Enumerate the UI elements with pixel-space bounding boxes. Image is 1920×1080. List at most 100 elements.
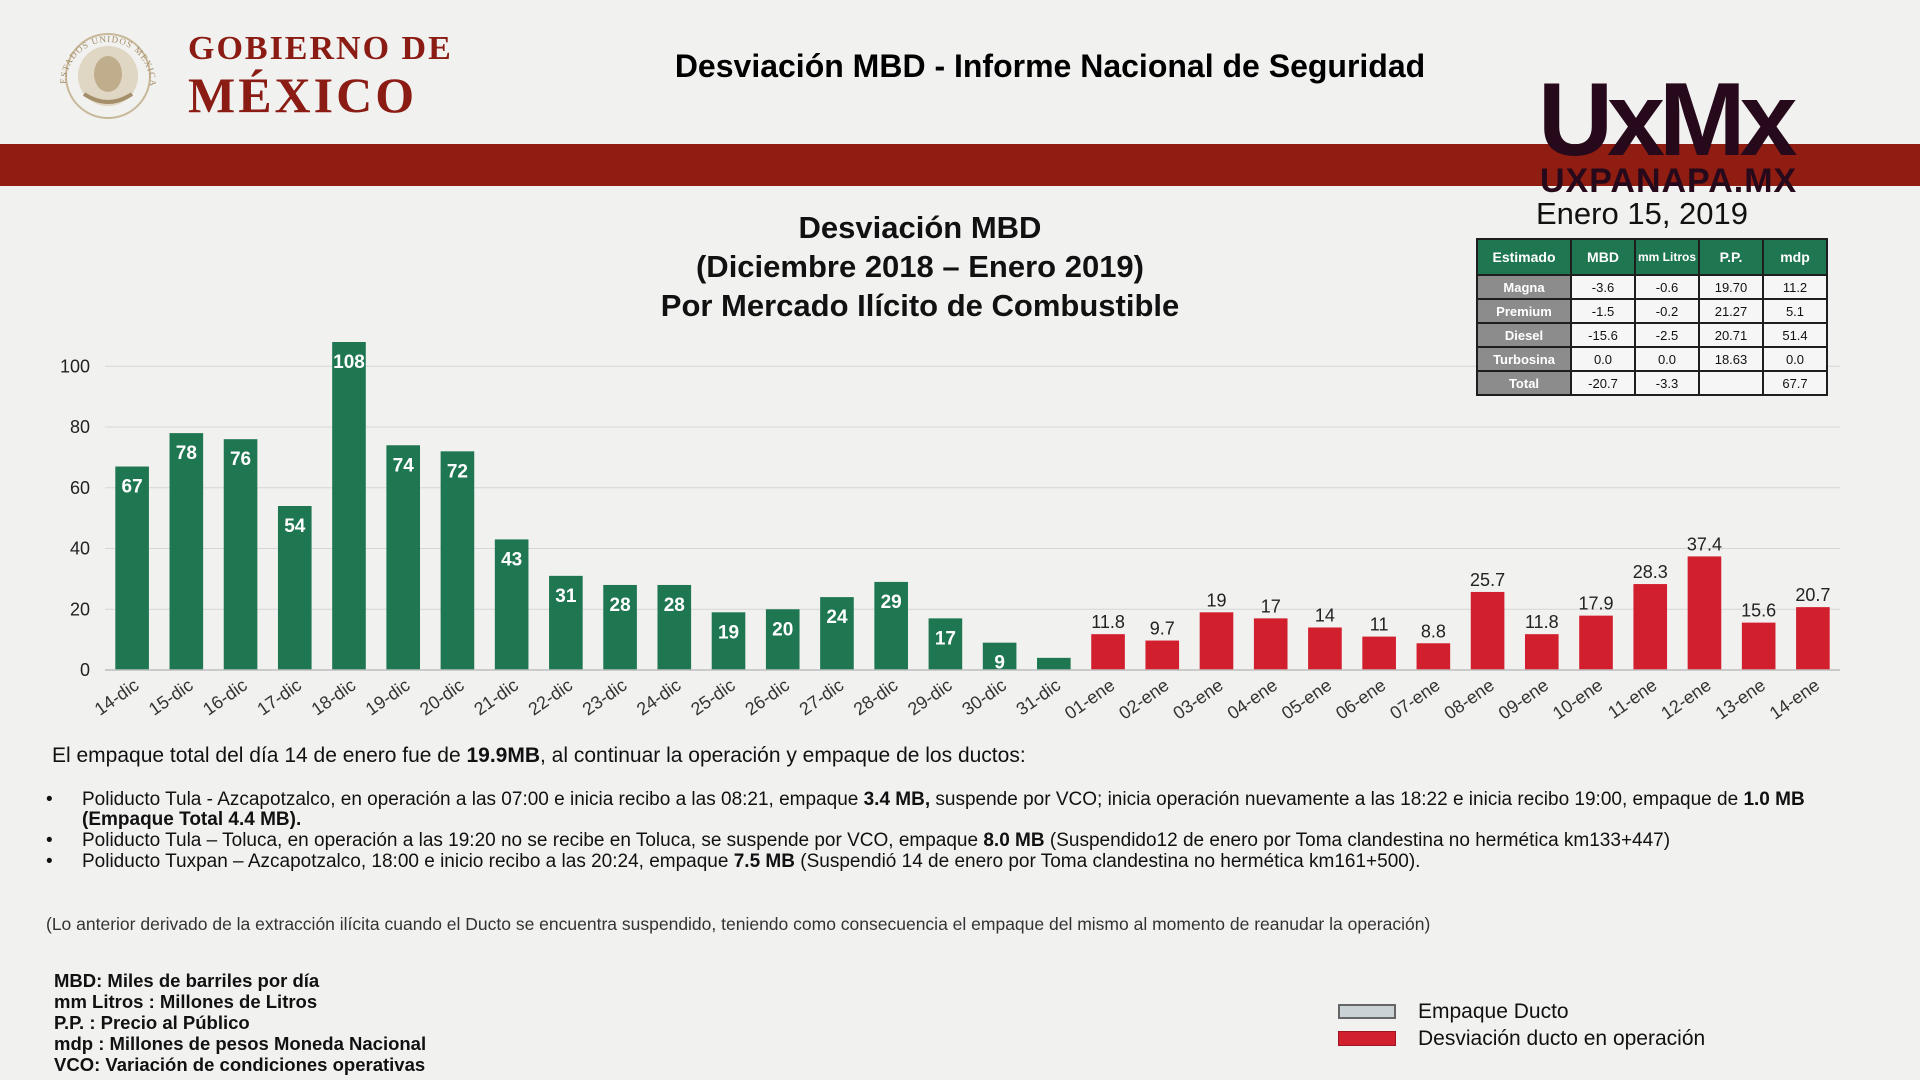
bar (1362, 636, 1396, 670)
glossary-item: P.P. : Precio al Público (54, 1012, 250, 1033)
bar (657, 584, 692, 670)
x-tick-label: 13-ene (1712, 675, 1769, 724)
bar (1416, 643, 1451, 670)
watermark-url: UXPANAPA.MX (1540, 162, 1798, 200)
legend-item: Desviación ducto en operación (1338, 1025, 1705, 1052)
bar (874, 581, 908, 670)
government-wordmark: GOBIERNO DE MÉXICO (188, 32, 453, 121)
x-tick-label: 07-ene (1386, 675, 1443, 724)
x-tick-label: 14-ene (1766, 675, 1823, 724)
data-label: 20 (772, 619, 793, 640)
pipeline-list: Poliducto Tula - Azcapotzalco, en operac… (44, 790, 1884, 873)
col-header-mm-litros: mm Litros (1634, 238, 1700, 276)
chart-legend: Empaque Ducto Desviación ducto en operac… (1338, 998, 1705, 1052)
table-cell: 11.2 (1762, 274, 1828, 300)
data-label: 17 (1261, 596, 1281, 616)
data-label: 9.7 (1150, 619, 1175, 639)
list-item: Poliducto Tuxpan – Azcapotzalco, 18:00 e… (44, 851, 1884, 873)
row-label: Total (1476, 370, 1572, 396)
data-label: 20.7 (1795, 585, 1830, 605)
x-tick-label: 29-dic (904, 675, 956, 720)
x-tick-label: 30-dic (958, 675, 1010, 720)
data-label: 11.8 (1525, 612, 1559, 632)
data-label: 72 (447, 461, 468, 482)
data-label: 15.6 (1741, 601, 1776, 621)
data-label: 17.9 (1578, 594, 1613, 614)
bar (223, 439, 258, 670)
bar (982, 642, 1017, 670)
bullet-text: (Suspendido12 de enero por Toma clandest… (1044, 830, 1671, 851)
table-cell: 0.0 (1762, 346, 1828, 372)
chart-title-line2: (Diciembre 2018 – Enero 2019) (695, 249, 1145, 284)
legend-swatch-gray (1338, 1004, 1396, 1019)
data-label: 54 (284, 516, 306, 537)
bar (603, 584, 637, 670)
glossary-item: mm Litros : Millones de Litros (54, 991, 318, 1012)
bar (1741, 622, 1776, 670)
x-tick-label: 15-dic (145, 675, 197, 720)
x-tick-label: 24-dic (633, 675, 685, 720)
bar (386, 445, 421, 670)
bar (1524, 634, 1559, 670)
bullet-text: Poliducto Tula - Azcapotzalco, en operac… (82, 789, 864, 810)
x-tick-label: 05-ene (1278, 675, 1335, 724)
bar (277, 506, 312, 670)
bullet-text: Poliducto Tula – Toluca, en operación a … (82, 830, 984, 851)
data-label: 19 (1206, 590, 1226, 610)
bullet-text: (Suspendió 14 de enero por Toma clandest… (794, 851, 1421, 872)
x-tick-label: 17-dic (253, 675, 305, 720)
bullet-text: suspende por VCO; inicia operación nueva… (930, 789, 1744, 810)
data-label: 67 (122, 477, 143, 498)
table-cell: 19.70 (1698, 274, 1764, 300)
legend-label: Empaque Ducto (1418, 999, 1569, 1023)
bar (820, 597, 854, 670)
x-tick-label: 06-ene (1332, 675, 1389, 724)
x-tick-label: 28-dic (850, 675, 902, 720)
table-cell: 21.27 (1698, 298, 1764, 324)
data-label: 37.4 (1687, 534, 1722, 554)
table-cell: -3.3 (1634, 370, 1700, 396)
table-cell: 51.4 (1762, 322, 1828, 348)
y-tick-label: 60 (70, 478, 90, 498)
data-label: 74 (393, 455, 415, 476)
x-tick-label: 26-dic (741, 675, 793, 720)
table-cell: -1.5 (1570, 298, 1636, 324)
x-tick-label: 16-dic (199, 675, 251, 720)
header-band (0, 144, 1920, 186)
x-tick-label: 25-dic (687, 675, 739, 720)
x-tick-label: 31-dic (1012, 675, 1064, 720)
table-cell: 5.1 (1762, 298, 1828, 324)
glossary-item: MBD: Miles de barriles por día (54, 970, 320, 991)
data-label: 24 (826, 607, 848, 628)
bar (549, 575, 583, 670)
y-tick-label: 100 (60, 356, 90, 376)
bar (1308, 627, 1342, 670)
table-row: Turbosina 0.0 0.0 18.63 0.0 (1476, 346, 1828, 372)
x-tick-label: 23-dic (579, 675, 631, 720)
bar (1091, 634, 1125, 670)
bar (332, 342, 366, 670)
bar (1633, 584, 1668, 670)
table-cell: 0.0 (1570, 346, 1636, 372)
data-label: 76 (230, 449, 251, 470)
glossary-item: mdp : Millones de pesos Moneda Nacional (54, 1033, 427, 1054)
intro-bold: 19.9MB (466, 744, 541, 767)
col-header-pp: P.P. (1698, 238, 1764, 276)
x-tick-label: 02-ene (1115, 675, 1172, 724)
y-tick-label: 40 (70, 539, 90, 559)
intro-post: , al continuar la operación y empaque de… (540, 744, 1026, 767)
intro-text: El empaque total del día 14 de enero fue… (52, 744, 1026, 768)
x-tick-label: 20-dic (416, 675, 468, 720)
table-row: Diesel -15.6 -2.5 20.71 51.4 (1476, 322, 1828, 348)
data-label: 8.8 (1421, 621, 1446, 641)
table-cell: 18.63 (1698, 346, 1764, 372)
report-date: Enero 15, 2019 (1536, 196, 1749, 231)
list-item: Poliducto Tula - Azcapotzalco, en operac… (44, 790, 1884, 830)
government-seal-icon: ESTADOS UNIDOS MEXICANOS (44, 24, 157, 119)
bullet-bold: 8.0 MB (983, 830, 1045, 851)
chart-title: Desviación MBD (Diciembre 2018 – Enero 2… (600, 208, 1240, 325)
chart-title-line1: Desviación MBD (798, 210, 1042, 245)
data-label: 14 (1315, 605, 1335, 625)
bar (1199, 612, 1234, 670)
data-label: 28 (664, 595, 685, 616)
